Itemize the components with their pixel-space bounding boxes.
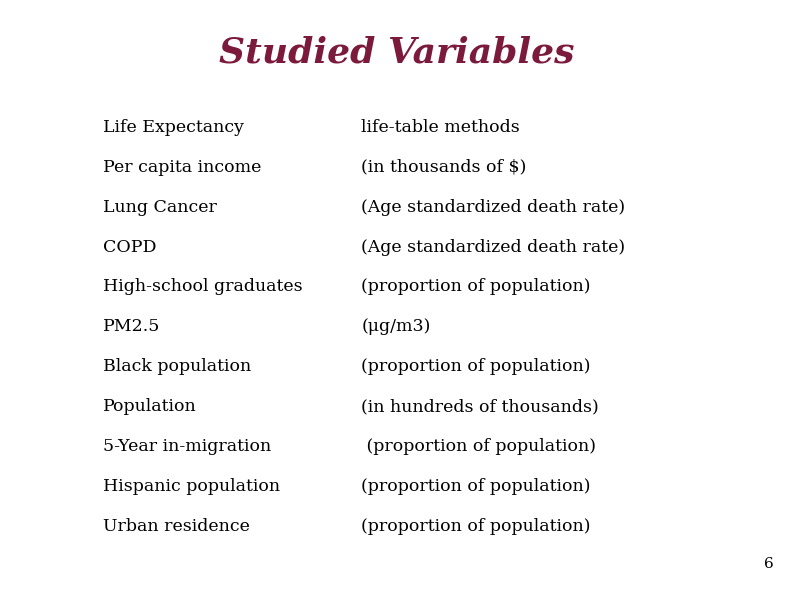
Text: Urban residence: Urban residence [103, 518, 250, 535]
Text: Population: Population [103, 398, 197, 415]
Text: PM2.5: PM2.5 [103, 318, 160, 336]
Text: (Age standardized death rate): (Age standardized death rate) [361, 239, 626, 256]
Text: Per capita income: Per capita income [103, 159, 261, 176]
Text: (μg/m3): (μg/m3) [361, 318, 430, 336]
Text: (proportion of population): (proportion of population) [361, 478, 591, 495]
Text: (in thousands of $): (in thousands of $) [361, 159, 526, 176]
Text: 5-Year in-migration: 5-Year in-migration [103, 438, 272, 455]
Text: (in hundreds of thousands): (in hundreds of thousands) [361, 398, 599, 415]
Text: Black population: Black population [103, 358, 252, 375]
Text: life-table methods: life-table methods [361, 119, 520, 136]
Text: 6: 6 [765, 557, 774, 571]
Text: (proportion of population): (proportion of population) [361, 518, 591, 535]
Text: High-school graduates: High-school graduates [103, 278, 303, 296]
Text: (proportion of population): (proportion of population) [361, 438, 596, 455]
Text: (proportion of population): (proportion of population) [361, 278, 591, 296]
Text: Life Expectancy: Life Expectancy [103, 119, 245, 136]
Text: (proportion of population): (proportion of population) [361, 358, 591, 375]
Text: Hispanic population: Hispanic population [103, 478, 280, 495]
Text: (Age standardized death rate): (Age standardized death rate) [361, 199, 626, 216]
Text: Lung Cancer: Lung Cancer [103, 199, 217, 216]
Text: COPD: COPD [103, 239, 156, 256]
Text: Studied Variables: Studied Variables [219, 36, 575, 70]
